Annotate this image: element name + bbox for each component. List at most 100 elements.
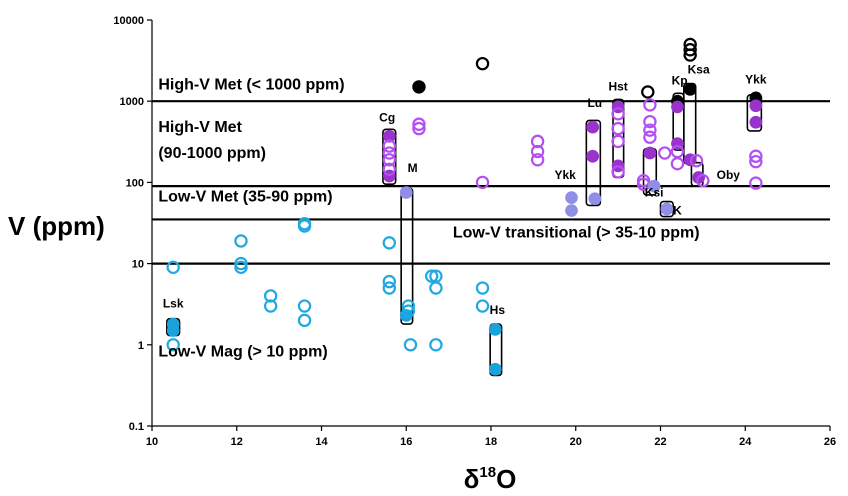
group-label: Kp [672, 74, 688, 88]
data-point [671, 100, 684, 114]
x-tick-label: 10 [146, 436, 158, 448]
x-axis-label-base: δ [464, 464, 480, 494]
x-tick-label: 12 [231, 436, 243, 448]
data-point [647, 179, 661, 193]
data-point [586, 120, 600, 134]
x-tick-label: 26 [824, 436, 836, 448]
y-tick-label: 100 [126, 177, 144, 189]
data-point [749, 154, 763, 169]
region-annotation: High-V Met (< 1000 ppm) [158, 76, 344, 93]
group-label: Ksa [688, 62, 710, 76]
data-point [565, 191, 578, 204]
data-point [297, 313, 312, 328]
y-tick-label: 1000 [120, 96, 144, 108]
data-point [611, 134, 625, 149]
annotations: High-V Met (< 1000 ppm) High-V Met (90-100… [158, 76, 699, 360]
data-point [382, 139, 396, 153]
region-annotation: Low-V Met (35-90 ppm) [158, 189, 332, 206]
data-point [166, 338, 180, 352]
y-tick-label: 10000 [113, 15, 144, 27]
data-point [689, 154, 704, 168]
data-point [382, 146, 396, 160]
data-point [234, 260, 248, 275]
data-point [401, 299, 416, 313]
data-points [166, 37, 763, 376]
group-label: Lu [587, 96, 602, 110]
group-box [659, 200, 675, 218]
data-point [475, 56, 490, 71]
data-point [166, 324, 180, 337]
data-point [530, 153, 545, 167]
data-point [401, 304, 416, 318]
data-point [382, 162, 396, 176]
x-axis-label: δ18O [464, 464, 517, 494]
data-point [611, 107, 625, 121]
data-point [382, 281, 396, 295]
region-annotation: Low-V transitional (> 35-10 ppm) [453, 224, 700, 241]
data-point [643, 98, 657, 112]
data-point [683, 43, 697, 57]
group-label: Oby [717, 168, 741, 182]
data-point [475, 175, 490, 190]
group-box [585, 119, 602, 207]
data-point [588, 192, 602, 206]
data-point [475, 299, 490, 313]
y-tick-label: 1 [138, 340, 144, 352]
data-point [488, 362, 502, 376]
data-point [643, 146, 657, 160]
x-tick-label: 20 [570, 436, 582, 448]
group-label: Lsk [163, 296, 184, 310]
data-point [166, 260, 180, 275]
data-point [382, 274, 396, 289]
data-point [611, 121, 625, 136]
data-point [424, 269, 439, 283]
data-point [429, 338, 443, 352]
data-point [403, 338, 418, 352]
data-point [382, 129, 396, 143]
data-point [696, 173, 710, 188]
group-label: Ksi [645, 186, 664, 200]
x-tick-label: 24 [739, 436, 752, 448]
data-point [429, 281, 443, 295]
data-point [530, 144, 545, 159]
x-tick-label: 22 [654, 436, 666, 448]
data-point [643, 123, 657, 137]
data-point [643, 114, 657, 129]
data-point [670, 156, 685, 171]
x-axis-label-tail: O [496, 464, 516, 494]
data-point [412, 80, 426, 94]
data-point [475, 281, 490, 295]
data-point [658, 146, 672, 160]
data-point [412, 117, 426, 131]
data-point [412, 121, 426, 136]
data-point [643, 130, 657, 144]
x-tick-label: 16 [400, 436, 412, 448]
data-point [565, 204, 578, 217]
group-label: Cg [379, 111, 395, 125]
group-label: M [408, 161, 418, 175]
data-point [749, 149, 763, 163]
group-label: Hs [490, 303, 506, 317]
data-point [749, 115, 763, 129]
data-point [683, 48, 697, 62]
data-point [749, 176, 763, 190]
data-point [297, 299, 312, 313]
group-label: Ykk [554, 168, 576, 182]
data-point [749, 99, 763, 113]
y-tick-label: 0.1 [129, 421, 144, 433]
x-tick-label: 14 [315, 436, 328, 448]
data-point [234, 234, 248, 248]
group-label: Hst [608, 80, 627, 94]
x-axis-label-superscript: 18 [479, 464, 496, 481]
data-point [399, 186, 413, 199]
region-annotation: High-V Met [158, 119, 242, 136]
data-point [488, 322, 502, 336]
group-label: Ykk [745, 73, 767, 87]
data-point [641, 85, 655, 99]
group-box [382, 128, 397, 186]
data-point [660, 202, 674, 216]
data-point [683, 82, 697, 96]
data-point [263, 299, 278, 313]
